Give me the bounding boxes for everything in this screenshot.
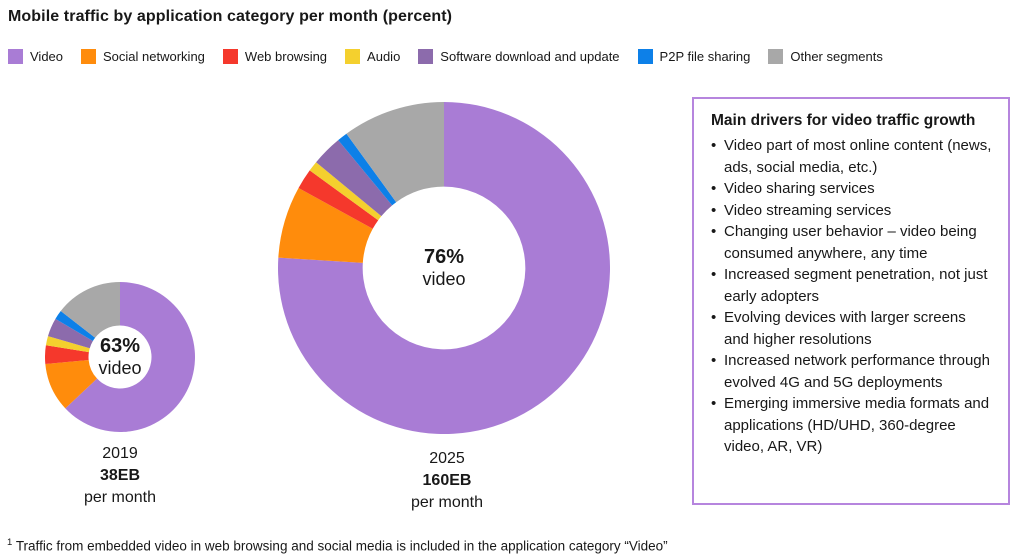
donut-2025 [278, 102, 610, 434]
donut-2019-segment-p2p-file-sharing [55, 311, 96, 341]
legend-label-video: Video [30, 49, 64, 64]
legend-item-p2p-file-sharing: P2P file sharing [637, 49, 751, 64]
footnote-marker: 1 [7, 537, 13, 548]
donut-2019-segment-software-download-and-update [47, 318, 93, 349]
footnote-text: Traffic from embedded video in web brows… [15, 538, 668, 554]
donut-2025-segment-web-browsing [298, 170, 379, 229]
donut-2025-segment-other-segments [346, 102, 444, 203]
donut-2019-segment-social-networking [45, 359, 98, 409]
legend-label-other-segments: Other segments [790, 49, 883, 64]
legend-label-social-networking: Social networking [103, 49, 205, 64]
driver-bullet-2: Video sharing services [711, 178, 992, 200]
chart-title: Mobile traffic by application category p… [8, 8, 453, 25]
legend-item-audio: Audio [345, 49, 400, 64]
legend-label-software-download: Software download and update [440, 49, 620, 64]
driver-bullet-6: Evolving devices with larger screens and… [711, 307, 992, 350]
donut-2025-segment-software-download-and-update [316, 140, 393, 217]
legend-item-social-networking: Social networking [81, 49, 205, 64]
donut-2019-center-label: 63% video [45, 335, 195, 379]
donut-2019-segment-other-segments [60, 282, 120, 338]
donut-2019-caption: 2019 38EB per month [45, 443, 195, 509]
donut-2025-caption: 2025 160EB per month [281, 448, 613, 514]
legend-item-video: Video [8, 49, 63, 64]
social-networking-swatch [81, 49, 97, 64]
driver-bullet-7: Increased network performance through ev… [711, 350, 992, 393]
driver-bullet-1: Video part of most online content (news,… [711, 135, 992, 178]
donut-2025-segment-video [278, 102, 610, 434]
donut-2019-segment-web-browsing [45, 345, 89, 365]
drivers-box-title: Main drivers for video traffic growth [711, 112, 976, 129]
donut-2025-segment-social-networking [278, 188, 373, 263]
legend-item-software-download: Software download and update [418, 49, 620, 64]
legend-label-p2p-file-sharing: P2P file sharing [659, 49, 751, 64]
video-swatch [8, 49, 23, 64]
donut-2025-cadence: per month [410, 494, 484, 511]
web-browsing-swatch [222, 49, 238, 64]
donut-2025-word: video [422, 269, 466, 289]
donut-2019-segment-audio [45, 336, 90, 353]
other-segments-swatch [768, 49, 784, 64]
donut-2025-percent: 76% [423, 246, 465, 268]
legend: Video Social networking Web browsing Aud… [8, 49, 883, 64]
donut-2019-cadence: per month [83, 489, 157, 506]
audio-swatch [345, 49, 361, 64]
driver-bullet-4: Changing user behavior – video being con… [711, 221, 992, 264]
donut-2019-year: 2019 [102, 445, 138, 462]
donut-2025-center-label: 76% video [278, 246, 610, 290]
donut-2019-percent: 63% [99, 335, 141, 357]
driver-bullet-3: Video streaming services [711, 200, 992, 222]
donut-2025-total: 160EB [422, 472, 472, 489]
driver-bullet-8: Emerging immersive media formats and app… [711, 393, 992, 458]
donut-2025-year: 2025 [429, 450, 465, 467]
donut-2025-segment-audio [309, 162, 382, 221]
drivers-box: Main drivers for video traffic growth Vi… [692, 97, 1010, 505]
drivers-list: Video part of most online content (news,… [711, 135, 992, 458]
donut-2019-segment-video [65, 282, 195, 432]
donut-2019 [45, 282, 195, 432]
donut-2019-word: video [98, 358, 142, 378]
donut-2019-total: 38EB [99, 467, 141, 484]
software-download-swatch [418, 49, 434, 64]
p2p-file-sharing-swatch [637, 49, 653, 64]
donut-2025-segment-p2p-file-sharing [338, 133, 397, 206]
driver-bullet-5: Increased segment penetration, not just … [711, 264, 992, 307]
legend-item-web-browsing: Web browsing [222, 49, 328, 64]
footnote: 1 Traffic from embedded video in web bro… [7, 537, 668, 554]
legend-item-other-segments: Other segments [768, 49, 883, 64]
legend-label-audio: Audio [367, 49, 401, 64]
legend-label-web-browsing: Web browsing [244, 49, 328, 64]
